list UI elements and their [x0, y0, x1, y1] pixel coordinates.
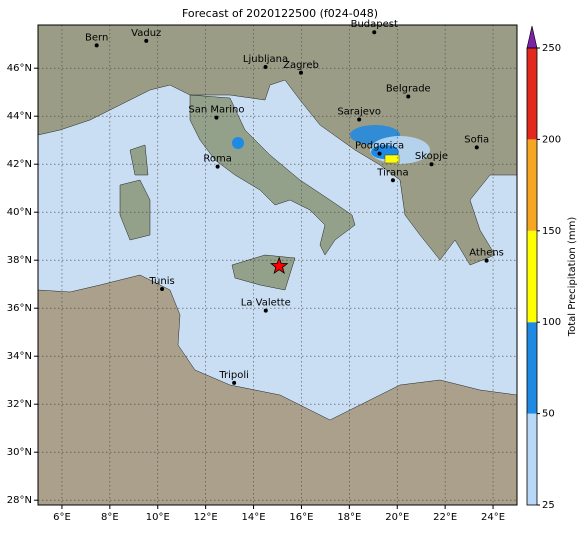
- x-tick-label: 18°E: [337, 512, 361, 523]
- y-tick-label: 28°N: [7, 495, 32, 506]
- city-marker: [474, 145, 479, 150]
- y-tick-label: 40°N: [7, 207, 32, 218]
- y-tick-label: 32°N: [7, 399, 32, 410]
- x-tick-label: 24°E: [481, 512, 505, 523]
- colorbar-frame: [526, 47, 538, 506]
- city-label: Sofia: [464, 134, 489, 145]
- city-marker: [215, 164, 220, 169]
- city-label: Roma: [203, 154, 232, 165]
- city-marker: [357, 117, 362, 122]
- y-tick-label: 30°N: [7, 447, 32, 458]
- y-tick-label: 34°N: [7, 351, 32, 362]
- colorbar-segment: [527, 139, 537, 231]
- city-marker: [372, 30, 377, 35]
- y-tick-label: 42°N: [7, 159, 32, 170]
- city-marker: [144, 38, 149, 43]
- city-label: Bern: [85, 32, 108, 43]
- x-tick-label: 22°E: [433, 512, 457, 523]
- x-tick-label: 16°E: [289, 512, 313, 523]
- x-tick-label: 14°E: [242, 512, 266, 523]
- colorbar-label: Total Precipitation (mm): [567, 217, 578, 338]
- colorbar: 25 50 100 150 200 250 Total Precipitation (mm): [526, 25, 578, 511]
- colorbar-tick-label: 100: [542, 317, 561, 328]
- y-tick-label: 44°N: [7, 111, 32, 122]
- city-label: La Valette: [241, 298, 291, 309]
- y-tick-label: 38°N: [7, 255, 32, 266]
- chart-title: Forecast of 2020122500 (f024-048): [182, 7, 378, 20]
- city-label: Tripoli: [218, 370, 249, 381]
- colorbar-tick-label: 200: [542, 134, 561, 145]
- colorbar-segment: [527, 322, 537, 414]
- city-marker: [214, 115, 219, 120]
- city-label: Tunis: [148, 276, 174, 287]
- city-marker: [263, 65, 268, 69]
- city-label: San Marino: [188, 105, 244, 116]
- colorbar-tick-label: 50: [542, 409, 555, 420]
- city-marker: [232, 380, 237, 385]
- city-label: Athens: [469, 248, 504, 259]
- city-marker: [377, 151, 382, 156]
- city-label: Vaduz: [131, 28, 161, 39]
- x-tick-label: 12°E: [194, 512, 218, 523]
- city-marker: [429, 162, 434, 167]
- colorbar-tick-label: 250: [542, 43, 561, 54]
- city-marker: [406, 94, 411, 99]
- star-marker: [269, 256, 289, 275]
- city-marker: [390, 178, 395, 183]
- city-marker: [484, 258, 489, 263]
- colorbar-segment: [527, 413, 537, 505]
- y-tick-label: 46°N: [7, 63, 32, 74]
- city-marker: [263, 308, 268, 313]
- map-frame: [37, 24, 518, 506]
- city-label: Skopje: [415, 151, 448, 162]
- x-tick-label: 20°E: [385, 512, 409, 523]
- city-marker: [160, 287, 165, 291]
- city-label: Ljubljana: [243, 54, 288, 65]
- colorbar-tick-label: 150: [542, 226, 561, 237]
- x-tick-label: 10°E: [146, 512, 170, 523]
- colorbar-extend: [526, 25, 538, 49]
- city-label: Zagreb: [283, 60, 319, 71]
- colorbar-segment: [527, 230, 537, 323]
- x-tick-label: 6°E: [53, 512, 71, 523]
- x-tick-label: 8°E: [101, 512, 119, 523]
- city-label: Tirana: [376, 167, 408, 178]
- colorbar-tick-label: 25: [542, 500, 555, 511]
- city-marker: [298, 70, 303, 75]
- city-marker: [94, 43, 99, 48]
- city-label: Sarajevo: [337, 107, 381, 118]
- colorbar-segment: [527, 48, 537, 140]
- city-label: Belgrade: [386, 84, 431, 95]
- city-label: Budapest: [351, 19, 398, 30]
- y-tick-label: 36°N: [7, 303, 32, 314]
- grid: [38, 25, 517, 505]
- city-label: Podgorica: [355, 141, 404, 152]
